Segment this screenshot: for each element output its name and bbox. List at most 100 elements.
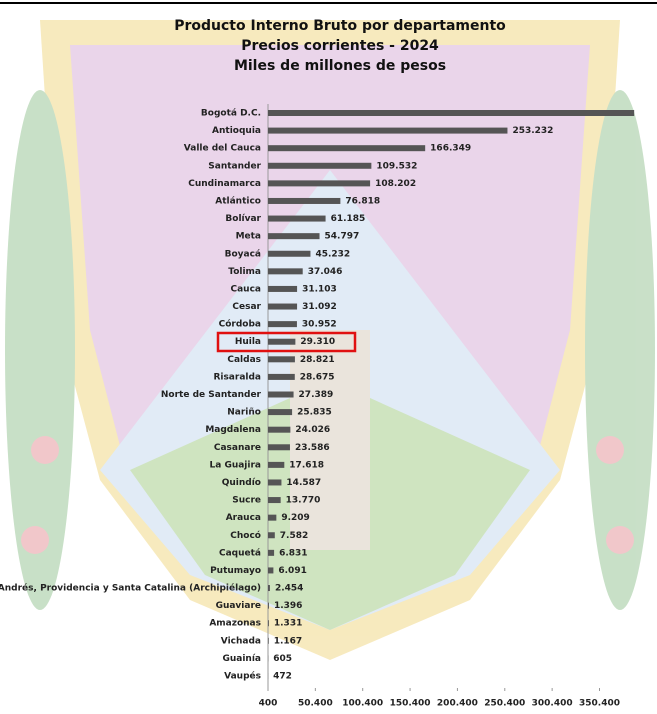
x-tick-label: 400 (259, 699, 278, 709)
bar (268, 444, 290, 450)
chart-subtitle: Precios corrientes - 2024 (241, 38, 439, 54)
bar (268, 585, 270, 591)
bar (268, 198, 340, 204)
value-label: 472 (273, 672, 292, 682)
value-label: 2.454 (275, 584, 303, 594)
bar (268, 356, 295, 362)
y-tick-label: Casanare (214, 443, 261, 453)
value-label: 28.675 (300, 372, 335, 382)
y-tick-label: Quindío (222, 478, 261, 488)
bar (268, 268, 303, 274)
value-label: 54.797 (325, 232, 360, 242)
y-tick-label: Putumayo (210, 566, 261, 576)
y-tick-label: Cesar (232, 302, 261, 312)
value-label: 1.167 (274, 636, 302, 646)
value-label: 27.389 (299, 390, 334, 400)
value-label: 6.831 (279, 548, 307, 558)
value-label: 14.587 (286, 478, 321, 488)
x-tick-label: 250.400 (484, 699, 525, 709)
bar (268, 339, 295, 345)
y-tick-label: Antioquia (212, 126, 261, 136)
y-tick-label: Bogotá D.C. (201, 109, 261, 119)
bar (268, 110, 634, 116)
bar (268, 145, 425, 151)
bar (268, 427, 290, 433)
y-tick-label: Risaralda (213, 372, 261, 382)
y-tick-label: Amazonas (209, 619, 261, 629)
value-label: 108.202 (375, 179, 416, 189)
y-tick-label: Meta (236, 232, 261, 242)
chart-title: Producto Interno Bruto por departamento (174, 18, 506, 34)
value-label: 30.952 (302, 320, 337, 330)
bar (268, 462, 284, 468)
y-tick-label: Vaupés (224, 671, 261, 682)
y-tick-label: Sucre (232, 496, 261, 506)
value-label: 24.026 (295, 425, 330, 435)
chart: Producto Interno Bruto por departamento … (0, 0, 657, 714)
bar (268, 532, 275, 538)
bar (268, 251, 310, 257)
y-tick-label: Norte de Santander (161, 390, 262, 400)
bar (268, 286, 297, 292)
x-tick-label: 100.400 (342, 699, 383, 709)
bar (268, 638, 269, 644)
bar (268, 163, 371, 169)
value-label: 45.232 (315, 249, 350, 259)
value-label: 13.770 (286, 496, 321, 506)
y-tick-label: Cundinamarca (188, 179, 261, 189)
y-tick-label: Huila (235, 337, 261, 347)
bar (268, 515, 276, 521)
value-label: 166.349 (430, 144, 471, 154)
chart-subtitle: Miles de millones de pesos (234, 58, 446, 74)
value-label: 7.582 (280, 531, 308, 541)
y-tick-label: Cauca (231, 284, 262, 294)
value-label: 9.209 (281, 513, 309, 523)
bar (268, 180, 370, 186)
bar (268, 321, 297, 327)
y-tick-label: Santander (208, 161, 261, 171)
bar (268, 479, 281, 485)
x-tick-label: 150.400 (390, 699, 431, 709)
y-tick-label: Caldas (227, 355, 261, 365)
value-label: 31.092 (302, 302, 337, 312)
value-label: 23.586 (295, 443, 330, 453)
y-tick-label: Magdalena (205, 425, 261, 435)
y-tick-label: Bolívar (225, 214, 261, 224)
value-label: 31.103 (302, 284, 337, 294)
value-label: 17.618 (289, 460, 324, 470)
value-label: 37.046 (308, 267, 343, 277)
y-tick-label: Arauca (226, 513, 261, 523)
value-label: 28.821 (300, 355, 335, 365)
value-label: 253.232 (512, 126, 553, 136)
bar (268, 128, 507, 134)
bar (268, 567, 273, 573)
bar (268, 409, 292, 415)
y-tick-label: Nariño (227, 408, 261, 418)
value-label: 605 (273, 654, 292, 664)
bar (268, 603, 269, 609)
value-label: 29.310 (300, 337, 335, 347)
bar (268, 550, 274, 556)
value-label: 6.091 (278, 566, 306, 576)
y-tick-label: Boyacá (225, 249, 261, 259)
y-tick-label: Córdoba (219, 319, 261, 330)
value-label: 61.185 (331, 214, 366, 224)
y-tick-label: La Guajira (210, 460, 262, 470)
value-label: 25.835 (297, 408, 332, 418)
y-tick-label: Vichada (221, 636, 261, 646)
y-tick-label: Chocó (230, 530, 261, 541)
bar (268, 620, 269, 626)
value-label: 76.818 (345, 196, 380, 206)
y-tick-label: Tolima (228, 267, 261, 277)
y-tick-label: Atlántico (215, 196, 261, 206)
bar (268, 216, 326, 222)
bar (268, 304, 297, 310)
value-label: 1.396 (274, 601, 302, 611)
value-label: 109.532 (376, 161, 417, 171)
bar (268, 497, 281, 503)
y-tick-label: Caquetá (219, 548, 261, 558)
x-tick-label: 50.400 (298, 699, 333, 709)
x-tick-label: 200.400 (437, 699, 478, 709)
y-tick-label: Guaviare (216, 601, 261, 611)
x-tick-label: 300.400 (532, 699, 573, 709)
